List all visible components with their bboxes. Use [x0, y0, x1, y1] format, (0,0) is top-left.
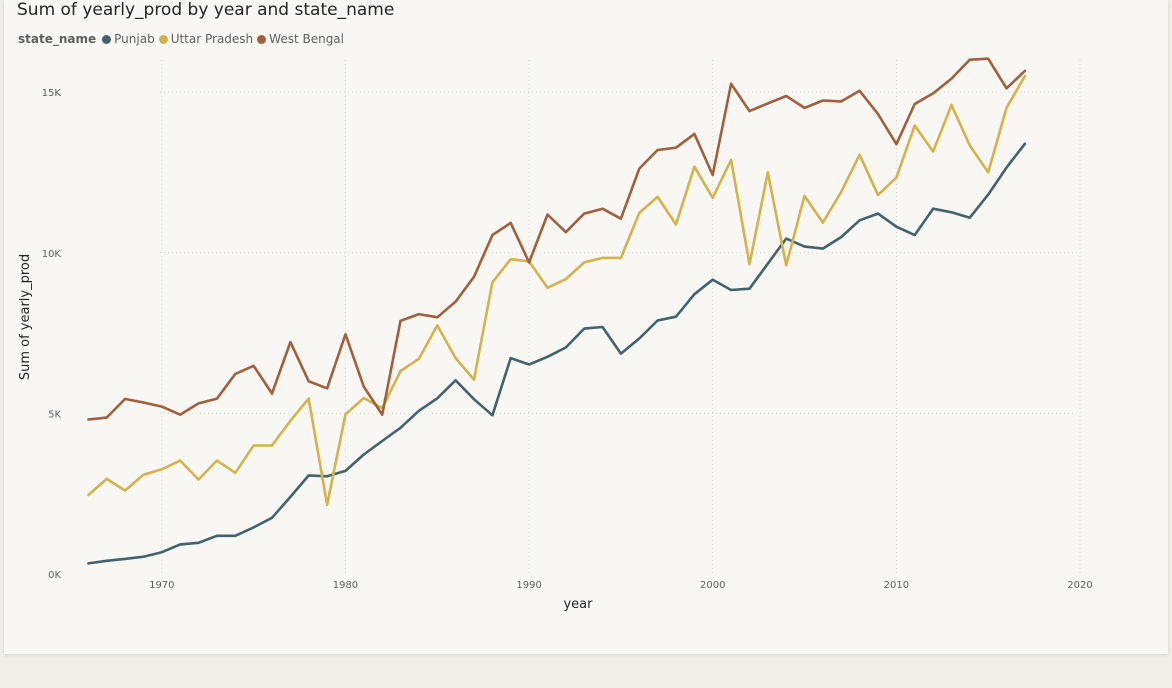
chart-visual: [4, 0, 1168, 654]
y-axis-title: Sum of yearly_prod: [18, 254, 33, 380]
legend-label-uttar-pradesh: Uttar Pradesh: [170, 32, 254, 46]
legend-item-uttar-pradesh[interactable]: Uttar Pradesh: [158, 32, 254, 46]
legend: state_name Punjab Uttar Pradesh West Ben…: [18, 31, 348, 47]
y-tick-label: 15K: [42, 88, 62, 99]
gridlines: [160, 60, 1081, 574]
y-tick-label: 10K: [42, 249, 62, 260]
legend-label-west-bengal: West Bengal: [269, 32, 344, 46]
x-tick-label: 2020: [1067, 580, 1092, 591]
legend-item-punjab[interactable]: Punjab: [102, 32, 155, 46]
series-line-punjab[interactable]: [87, 142, 1027, 565]
chart-title: Sum of yearly_prod by year and state_nam…: [17, 0, 395, 20]
series-line-uttar-pradesh[interactable]: [87, 74, 1027, 507]
x-tick-label: 1990: [516, 580, 541, 591]
legend-marker-punjab: [102, 34, 112, 44]
x-axis: 1970 1980 1990 2000 2010 2020: [149, 580, 1093, 591]
x-tick-label: 2010: [884, 580, 909, 591]
legend-marker-uttar-pradesh: [158, 34, 168, 44]
series-lines: [87, 57, 1027, 565]
legend-marker-west-bengal: [257, 34, 267, 44]
x-tick-label: 2000: [700, 580, 725, 591]
series-line-west-bengal[interactable]: [87, 57, 1027, 421]
y-tick-label: 0K: [48, 570, 61, 581]
x-tick-label: 1980: [333, 580, 358, 591]
y-tick-label: 5K: [48, 409, 61, 420]
legend-item-west-bengal[interactable]: West Bengal: [257, 32, 344, 46]
x-axis-title: year: [563, 597, 593, 612]
legend-label-punjab: Punjab: [114, 32, 155, 46]
legend-title: state_name: [18, 32, 97, 46]
y-axis: 0K 5K 10K 15K: [42, 88, 62, 581]
x-tick-label: 1970: [149, 580, 174, 591]
